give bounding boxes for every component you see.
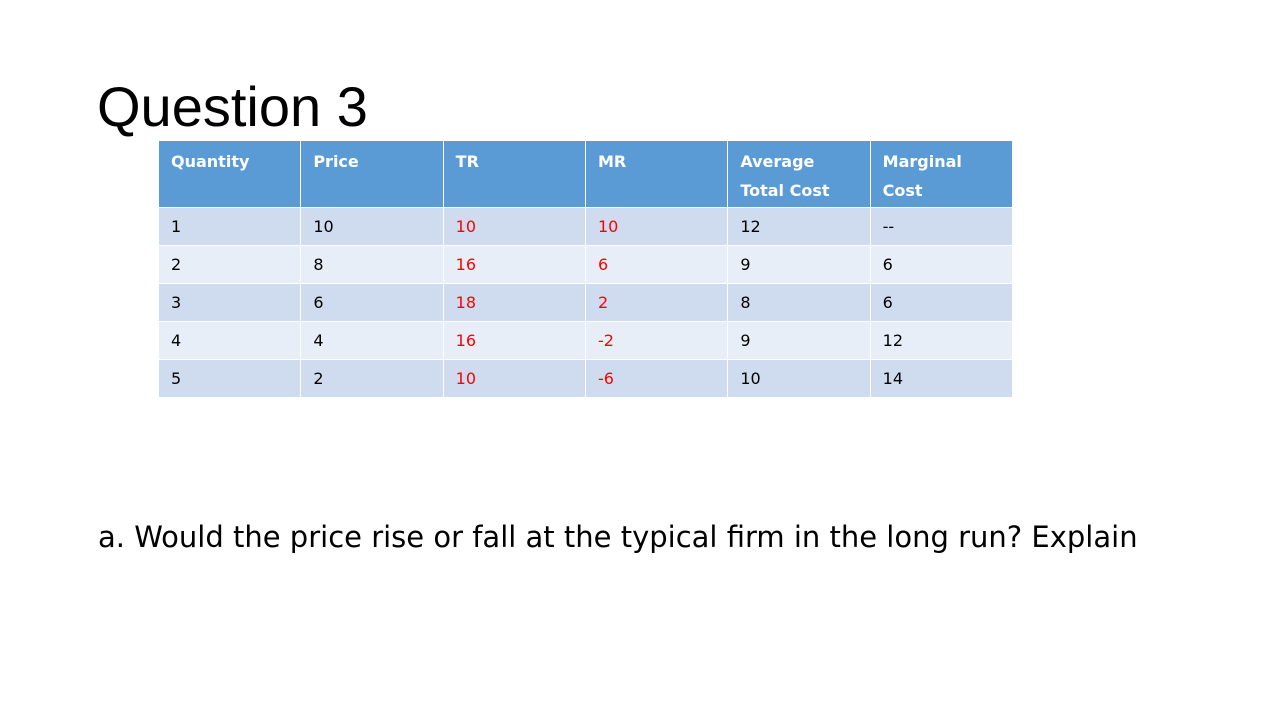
header-tr: TR [442,140,586,208]
table-row: 1 10 10 10 12 -- [157,207,1014,246]
table-row: 2 8 16 6 9 6 [157,245,1014,284]
table-row: 4 4 16 -2 9 12 [157,321,1014,360]
header-price: Price [300,140,444,208]
cell-quantity: 4 [157,321,302,360]
cell-marginal-cost: 6 [869,283,1014,322]
cell-quantity: 5 [157,359,302,398]
cell-marginal-cost: 14 [869,359,1014,398]
cell-average-total-cost: 8 [727,283,871,322]
table-row: 5 2 10 -6 10 14 [157,359,1014,398]
cell-price: 10 [300,207,444,246]
cell-tr: 16 [442,321,586,360]
cell-quantity: 2 [157,245,302,284]
question-text: a. Would the price rise or fall at the t… [98,520,1138,554]
header-quantity: Quantity [157,140,302,208]
data-table: Quantity Price TR MR Average Total Cost … [157,140,1014,398]
cell-marginal-cost: 6 [869,245,1014,284]
cell-tr: 10 [442,207,586,246]
cell-average-total-cost: 12 [727,207,871,246]
cell-price: 8 [300,245,444,284]
cell-mr: 10 [584,207,729,246]
header-average-total-cost: Average Total Cost [727,140,871,208]
header-mr: MR [584,140,729,208]
table-header-row: Quantity Price TR MR Average Total Cost … [157,140,1014,208]
header-marginal-cost: Marginal Cost [869,140,1014,208]
cell-price: 4 [300,321,444,360]
cell-average-total-cost: 9 [727,245,871,284]
cell-marginal-cost: 12 [869,321,1014,360]
cell-tr: 18 [442,283,586,322]
cell-price: 2 [300,359,444,398]
cell-mr: 2 [584,283,729,322]
cell-price: 6 [300,283,444,322]
cell-average-total-cost: 10 [727,359,871,398]
cell-mr: 6 [584,245,729,284]
slide-title: Question 3 [97,75,368,138]
cell-tr: 10 [442,359,586,398]
cell-marginal-cost: -- [869,207,1014,246]
cell-mr: -6 [584,359,729,398]
cell-mr: -2 [584,321,729,360]
cell-average-total-cost: 9 [727,321,871,360]
cell-quantity: 1 [157,207,302,246]
cell-tr: 16 [442,245,586,284]
cell-quantity: 3 [157,283,302,322]
table-row: 3 6 18 2 8 6 [157,283,1014,322]
